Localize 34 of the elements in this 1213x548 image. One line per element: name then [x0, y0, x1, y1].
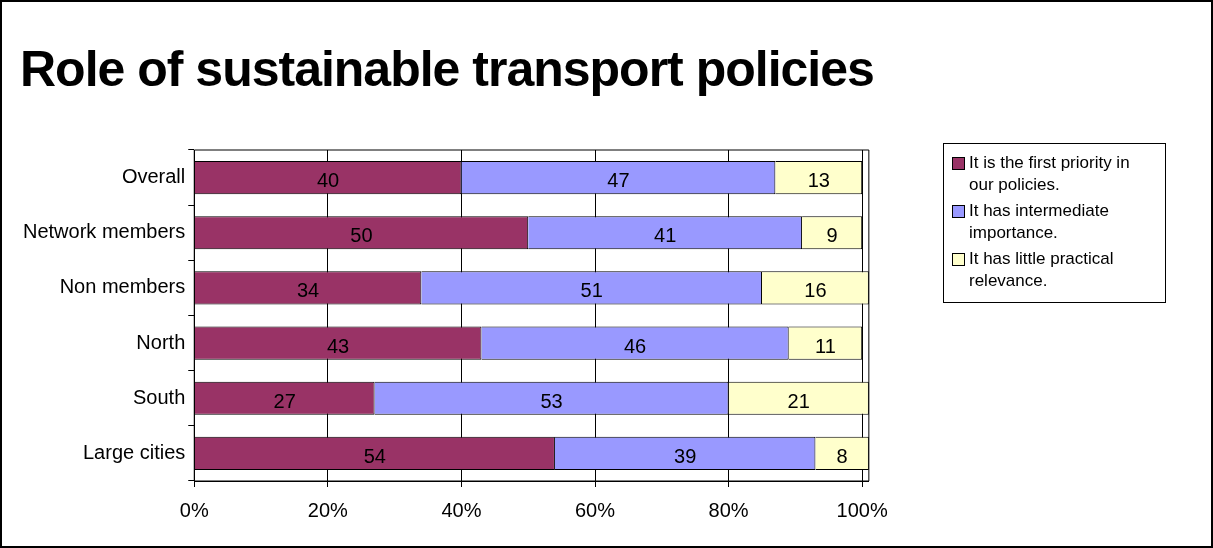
- y-tick-label: North: [136, 330, 186, 353]
- data-label: 21: [787, 389, 810, 412]
- data-label: 11: [815, 334, 836, 357]
- y-tick-label: Network members: [22, 220, 186, 243]
- legend-label: It has little practical relevance.: [969, 248, 1115, 292]
- data-label: 50: [350, 224, 373, 247]
- data-label: 53: [540, 389, 563, 412]
- data-label: 13: [807, 169, 830, 192]
- data-label: 16: [804, 279, 827, 302]
- x-tick-label: 20%: [307, 498, 349, 521]
- data-label: 54: [363, 444, 386, 467]
- data-label: 47: [607, 169, 630, 192]
- x-tick-label: 80%: [708, 498, 749, 521]
- legend-label: It is the first priority in our policies.: [969, 152, 1131, 196]
- data-label: 51: [580, 279, 603, 302]
- data-label: 40: [316, 169, 340, 192]
- data-label: 39: [674, 444, 697, 467]
- chart-title: Role of sustainable transport policies: [20, 40, 874, 98]
- data-label: 43: [326, 334, 350, 357]
- x-tick-label: 40%: [441, 498, 482, 521]
- legend-label: It has intermediate importance.: [969, 200, 1110, 244]
- data-label: 46: [623, 334, 647, 357]
- data-label: 8: [836, 444, 848, 467]
- y-tick-label: Large cities: [82, 440, 186, 463]
- data-label: 34: [296, 279, 320, 302]
- y-tick-label: Overall: [121, 165, 186, 188]
- data-label: 9: [826, 224, 838, 247]
- y-tick-label: Non members: [59, 275, 186, 298]
- x-tick-label: 60%: [574, 498, 616, 521]
- data-label: 27: [273, 389, 296, 412]
- x-tick-label: 0%: [179, 498, 209, 521]
- x-tick-label: 100%: [836, 498, 888, 521]
- data-label: 41: [654, 224, 677, 247]
- y-tick-label: South: [132, 385, 186, 408]
